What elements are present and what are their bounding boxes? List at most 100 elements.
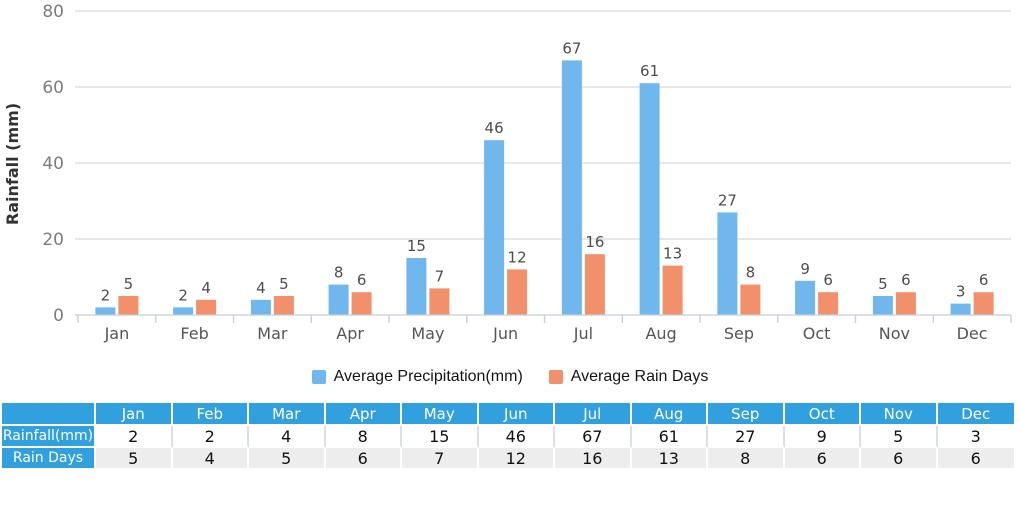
table-value-cell: 3 [937, 426, 1014, 448]
bar-rain-days-Apr [351, 292, 372, 315]
bar-value-label: 8 [746, 264, 756, 282]
bar-rain-days-Nov [895, 292, 916, 315]
legend-item-precipitation: Average Precipitation(mm) [311, 368, 523, 385]
bar-value-label: 12 [508, 248, 527, 266]
bar-rain-days-Oct [818, 292, 839, 315]
table-month-header-Jul: Jul [555, 403, 632, 426]
table-month-header-Nov: Nov [861, 403, 938, 426]
bar-value-label: 5 [279, 275, 289, 293]
bar-value-label: 13 [663, 245, 682, 263]
month-axis-label: Dec [957, 324, 988, 343]
month-axis-label: Oct [803, 324, 831, 343]
month-axis-label: Jan [104, 324, 130, 343]
bar-value-label: 8 [334, 264, 344, 282]
table-value-cell: 9 [784, 426, 861, 448]
table-value-cell: 5 [96, 448, 173, 470]
bar-precipitation-May [406, 258, 427, 315]
y-tick-label: 80 [42, 2, 64, 22]
month-axis-label: May [411, 324, 444, 343]
table-month-header-Jun: Jun [478, 403, 555, 426]
table-value-cell: 2 [96, 426, 173, 448]
table-month-header-Sep: Sep [708, 403, 785, 426]
bar-precipitation-Dec [950, 303, 971, 315]
bar-value-label: 61 [640, 62, 659, 80]
month-axis-label: Aug [645, 324, 676, 343]
bar-value-label: 15 [407, 237, 426, 255]
table-value-cell: 6 [937, 448, 1014, 470]
bar-precipitation-Apr [328, 284, 349, 315]
bar-value-label: 46 [485, 119, 504, 137]
bar-rain-days-Sep [740, 284, 761, 315]
monthly-data-table: Jan Feb Mar Apr May Jun Jul Aug Sep Oct Nov Dec Rai… [2, 403, 1014, 470]
table-month-header-Aug: Aug [631, 403, 708, 426]
table-value-cell: 2 [172, 426, 249, 448]
bar-value-label: 6 [901, 271, 911, 289]
month-axis-label: Nov [879, 324, 910, 343]
bar-rain-days-Jan [118, 296, 139, 315]
y-tick-label: 20 [42, 230, 64, 250]
table-row: Rainfall(mm) 2 2 4 8 15 46 67 61 27 9 5 3 [2, 426, 1014, 448]
table-value-cell: 27 [708, 426, 785, 448]
bar-precipitation-Oct [795, 280, 816, 315]
y-axis-title: Rainfall (mm) [3, 103, 22, 225]
legend-label-rain-days: Average Rain Days [570, 368, 709, 385]
bar-value-label: 27 [718, 191, 737, 209]
month-axis-label: Jul [573, 324, 593, 343]
month-axis-label: Feb [180, 324, 208, 343]
bar-rain-days-Feb [196, 299, 217, 315]
bar-value-label: 7 [435, 267, 445, 285]
bar-rain-days-Mar [273, 296, 294, 315]
table-value-cell: 5 [861, 426, 938, 448]
bar-precipitation-Jun [484, 140, 505, 315]
table-month-header-Feb: Feb [172, 403, 249, 426]
bar-rain-days-Jul [584, 254, 605, 315]
table-month-header-Jan: Jan [96, 403, 173, 426]
bar-rain-days-Jun [507, 269, 528, 315]
table-month-header-Dec: Dec [937, 403, 1014, 426]
bar-value-label: 2 [178, 286, 188, 304]
table-month-header-Apr: Apr [325, 403, 402, 426]
table-month-header-Oct: Oct [784, 403, 861, 426]
bar-precipitation-Aug [639, 83, 660, 315]
table-value-cell: 46 [478, 426, 555, 448]
precipitation-legend-swatch-icon [311, 370, 326, 384]
table-value-cell: 5 [249, 448, 326, 470]
bar-precipitation-Jul [561, 60, 582, 316]
table-month-header-Mar: Mar [249, 403, 326, 426]
y-tick-label: 60 [42, 78, 64, 98]
bar-value-label: 9 [800, 260, 810, 278]
bar-value-label: 16 [585, 233, 604, 251]
table-value-cell: 13 [631, 448, 708, 470]
monthly-data-table-wrap: Jan Feb Mar Apr May Jun Jul Aug Sep Oct Nov Dec Rai… [2, 403, 1014, 470]
bar-precipitation-Mar [250, 299, 271, 315]
legend-label-precipitation: Average Precipitation(mm) [333, 368, 523, 385]
month-axis-label: Jun [492, 324, 518, 343]
bar-value-label: 4 [256, 279, 266, 297]
bar-precipitation-Sep [717, 212, 738, 315]
table-month-header-May: May [402, 403, 479, 426]
table-value-cell: 7 [402, 448, 479, 470]
table-row: Rain Days 5 4 5 6 7 12 16 13 8 6 6 6 [2, 448, 1014, 470]
table-header: Jan Feb Mar Apr May Jun Jul Aug Sep Oct Nov Dec [2, 403, 1014, 426]
rain-days-legend-swatch-icon [548, 370, 563, 384]
y-tick-label: 0 [53, 306, 64, 326]
bar-value-label: 6 [979, 271, 989, 289]
bar-precipitation-Feb [173, 307, 194, 315]
month-axis-label: Apr [336, 324, 364, 343]
bar-value-label: 6 [823, 271, 833, 289]
table-row-label: Rain Days [2, 448, 96, 470]
bar-rain-days-Dec [973, 292, 994, 315]
bar-precipitation-Jan [95, 307, 116, 315]
table-row-label: Rainfall(mm) [2, 426, 96, 448]
table-value-cell: 15 [402, 426, 479, 448]
legend-item-rain-days: Average Rain Days [548, 368, 709, 385]
chart-legend: Average Precipitation(mm) Average Rain D… [0, 369, 1020, 385]
bar-value-label: 67 [562, 39, 581, 57]
month-axis-label: Sep [724, 324, 754, 343]
bar-value-label: 5 [124, 275, 134, 293]
table-value-cell: 67 [555, 426, 632, 448]
table-corner-cell [2, 403, 96, 426]
bar-value-label: 6 [357, 271, 367, 289]
